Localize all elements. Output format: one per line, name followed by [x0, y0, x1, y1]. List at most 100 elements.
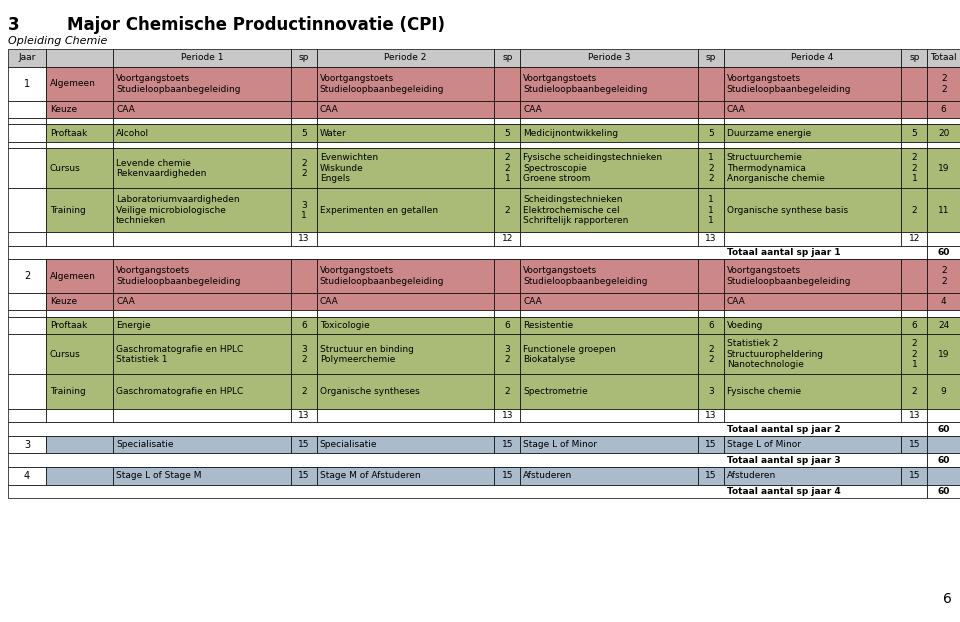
Bar: [698, 188, 724, 232]
Bar: [724, 259, 901, 293]
Bar: [901, 124, 927, 142]
Bar: [520, 67, 698, 101]
Text: 13: 13: [706, 234, 716, 243]
Bar: [291, 467, 317, 485]
Text: Levende chemie
Rekenvaardigheden: Levende chemie Rekenvaardigheden: [116, 159, 206, 178]
Bar: [46, 409, 113, 422]
Text: 3
1: 3 1: [301, 200, 306, 220]
Text: 2: 2: [301, 387, 306, 396]
Text: Voortgangstoets
Studieloopbaanbegeleiding: Voortgangstoets Studieloopbaanbegeleidin…: [116, 266, 241, 286]
Text: 2: 2: [505, 387, 510, 396]
Bar: [698, 467, 724, 485]
Text: Voortgangstoets
Studieloopbaanbegeleiding: Voortgangstoets Studieloopbaanbegeleidin…: [320, 74, 444, 94]
Bar: [317, 467, 494, 485]
Bar: [291, 259, 317, 293]
Bar: [927, 485, 960, 498]
Text: 12: 12: [502, 234, 513, 243]
Text: 2: 2: [24, 271, 30, 281]
Bar: [8, 293, 46, 310]
Bar: [8, 374, 46, 409]
Bar: [113, 142, 291, 148]
Bar: [317, 118, 494, 124]
Bar: [724, 374, 901, 409]
Text: 6: 6: [912, 321, 917, 330]
Text: 9: 9: [941, 387, 947, 396]
Bar: [8, 310, 46, 317]
Bar: [698, 310, 724, 317]
Bar: [520, 142, 698, 148]
Bar: [724, 317, 901, 334]
Text: Totaal: Totaal: [930, 53, 957, 62]
Bar: [8, 334, 46, 374]
Text: Structuurchemie
Thermodynamica
Anorganische chemie: Structuurchemie Thermodynamica Anorganis…: [727, 154, 825, 183]
Text: CAA: CAA: [523, 105, 542, 114]
Text: 2
2: 2 2: [941, 266, 947, 286]
Bar: [317, 67, 494, 101]
Text: 3
2: 3 2: [301, 345, 306, 364]
Text: 2: 2: [505, 206, 510, 215]
Bar: [927, 148, 960, 188]
Bar: [46, 232, 113, 246]
Text: Evenwichten
Wiskunde
Engels: Evenwichten Wiskunde Engels: [320, 154, 378, 183]
Text: 6: 6: [301, 321, 306, 330]
Text: 3
2: 3 2: [505, 345, 510, 364]
Bar: [113, 49, 291, 67]
Bar: [520, 334, 698, 374]
Text: 5: 5: [912, 129, 917, 137]
Bar: [698, 67, 724, 101]
Bar: [927, 334, 960, 374]
Text: Training: Training: [50, 387, 85, 396]
Text: CAA: CAA: [727, 105, 746, 114]
Text: sp: sp: [909, 53, 920, 62]
Bar: [520, 124, 698, 142]
Bar: [927, 232, 960, 246]
Bar: [317, 436, 494, 453]
Bar: [8, 49, 46, 67]
Bar: [46, 317, 113, 334]
Bar: [113, 188, 291, 232]
Text: Keuze: Keuze: [50, 297, 77, 306]
Bar: [113, 467, 291, 485]
Text: 1
2
2: 1 2 2: [708, 154, 713, 183]
Text: Training: Training: [50, 206, 85, 215]
Bar: [317, 409, 494, 422]
Bar: [724, 142, 901, 148]
Bar: [901, 188, 927, 232]
Bar: [724, 334, 901, 374]
Bar: [317, 101, 494, 118]
Text: Cursus: Cursus: [50, 164, 81, 173]
Bar: [927, 246, 960, 259]
Text: Periode 3: Periode 3: [588, 53, 631, 62]
Bar: [8, 436, 46, 453]
Bar: [8, 188, 46, 232]
Text: 1: 1: [24, 79, 30, 89]
Bar: [724, 118, 901, 124]
Bar: [46, 124, 113, 142]
Bar: [46, 334, 113, 374]
Text: Experimenten en getallen: Experimenten en getallen: [320, 206, 438, 215]
Bar: [46, 67, 113, 101]
Bar: [291, 148, 317, 188]
Bar: [520, 293, 698, 310]
Text: 13: 13: [299, 411, 309, 420]
Bar: [8, 485, 927, 498]
Bar: [698, 142, 724, 148]
Bar: [901, 142, 927, 148]
Text: 13: 13: [909, 411, 920, 420]
Bar: [698, 148, 724, 188]
Bar: [291, 188, 317, 232]
Bar: [291, 142, 317, 148]
Text: 13: 13: [299, 234, 309, 243]
Text: 11: 11: [938, 206, 949, 215]
Bar: [494, 436, 520, 453]
Bar: [901, 232, 927, 246]
Bar: [317, 293, 494, 310]
Bar: [901, 409, 927, 422]
Bar: [494, 409, 520, 422]
Bar: [291, 293, 317, 310]
Text: Keuze: Keuze: [50, 105, 77, 114]
Bar: [698, 101, 724, 118]
Text: Statistiek 2
Structuuropheldering
Nanotechnologie: Statistiek 2 Structuuropheldering Nanote…: [727, 340, 824, 369]
Bar: [901, 374, 927, 409]
Bar: [291, 334, 317, 374]
